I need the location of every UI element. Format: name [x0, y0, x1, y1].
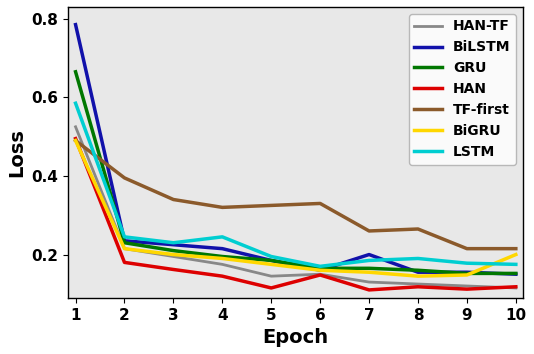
BiGRU	[72, 138, 78, 143]
TF-first	[317, 201, 324, 206]
BiGRU	[317, 268, 324, 272]
BiGRU	[219, 256, 225, 261]
BiLSTM	[366, 252, 372, 257]
LSTM	[366, 258, 372, 263]
GRU	[121, 241, 128, 245]
LSTM	[170, 241, 177, 245]
HAN	[366, 288, 372, 292]
TF-first	[121, 176, 128, 180]
GRU	[317, 266, 324, 270]
LSTM	[317, 264, 324, 268]
Y-axis label: Loss: Loss	[7, 128, 26, 177]
HAN-TF	[317, 272, 324, 276]
TF-first	[464, 246, 470, 251]
TF-first	[170, 198, 177, 202]
LSTM	[268, 255, 274, 259]
HAN	[464, 287, 470, 291]
TF-first	[219, 205, 225, 210]
GRU	[72, 70, 78, 74]
HAN	[219, 274, 225, 278]
BiGRU	[268, 262, 274, 267]
BiGRU	[415, 274, 421, 278]
LSTM	[121, 235, 128, 239]
Line: BiGRU: BiGRU	[75, 141, 516, 276]
BiLSTM	[268, 258, 274, 263]
BiLSTM	[219, 246, 225, 251]
Line: BiLSTM: BiLSTM	[75, 25, 516, 274]
BiGRU	[464, 273, 470, 277]
GRU	[366, 266, 372, 270]
TF-first	[72, 138, 78, 143]
HAN	[513, 285, 519, 289]
BiGRU	[121, 246, 128, 251]
GRU	[170, 249, 177, 253]
BiLSTM	[121, 239, 128, 243]
TF-first	[268, 203, 274, 207]
Legend: HAN-TF, BiLSTM, GRU, HAN, TF-first, BiGRU, LSTM: HAN-TF, BiLSTM, GRU, HAN, TF-first, BiGR…	[409, 14, 516, 165]
Line: TF-first: TF-first	[75, 141, 516, 249]
HAN-TF	[366, 280, 372, 284]
BiGRU	[366, 270, 372, 274]
Line: HAN: HAN	[75, 139, 516, 290]
HAN	[317, 273, 324, 277]
LSTM	[219, 235, 225, 239]
HAN	[170, 267, 177, 272]
LSTM	[464, 261, 470, 265]
HAN-TF	[513, 286, 519, 290]
BiLSTM	[317, 268, 324, 272]
HAN-TF	[72, 125, 78, 129]
HAN	[268, 286, 274, 290]
HAN	[72, 137, 78, 141]
GRU	[513, 271, 519, 275]
HAN-TF	[121, 246, 128, 251]
BiLSTM	[72, 23, 78, 27]
BiLSTM	[513, 272, 519, 276]
HAN-TF	[170, 255, 177, 259]
Line: GRU: GRU	[75, 72, 516, 273]
BiLSTM	[415, 270, 421, 274]
Line: HAN-TF: HAN-TF	[75, 127, 516, 288]
GRU	[219, 255, 225, 259]
LSTM	[415, 256, 421, 261]
HAN-TF	[219, 262, 225, 267]
X-axis label: Epoch: Epoch	[263, 328, 329, 347]
GRU	[415, 268, 421, 272]
LSTM	[513, 262, 519, 267]
TF-first	[513, 246, 519, 251]
HAN	[415, 285, 421, 289]
BiLSTM	[464, 270, 470, 274]
HAN-TF	[415, 282, 421, 286]
HAN-TF	[268, 274, 274, 278]
TF-first	[366, 229, 372, 233]
GRU	[464, 271, 470, 275]
BiLSTM	[170, 242, 177, 247]
TF-first	[415, 227, 421, 231]
BiGRU	[513, 252, 519, 257]
HAN	[121, 260, 128, 264]
Line: LSTM: LSTM	[75, 103, 516, 266]
BiGRU	[170, 252, 177, 257]
LSTM	[72, 101, 78, 105]
GRU	[268, 258, 274, 263]
HAN-TF	[464, 284, 470, 288]
